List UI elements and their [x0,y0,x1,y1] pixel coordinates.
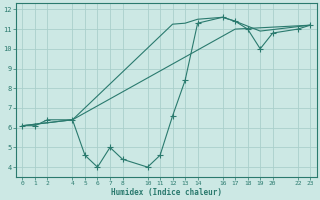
X-axis label: Humidex (Indice chaleur): Humidex (Indice chaleur) [111,188,222,197]
